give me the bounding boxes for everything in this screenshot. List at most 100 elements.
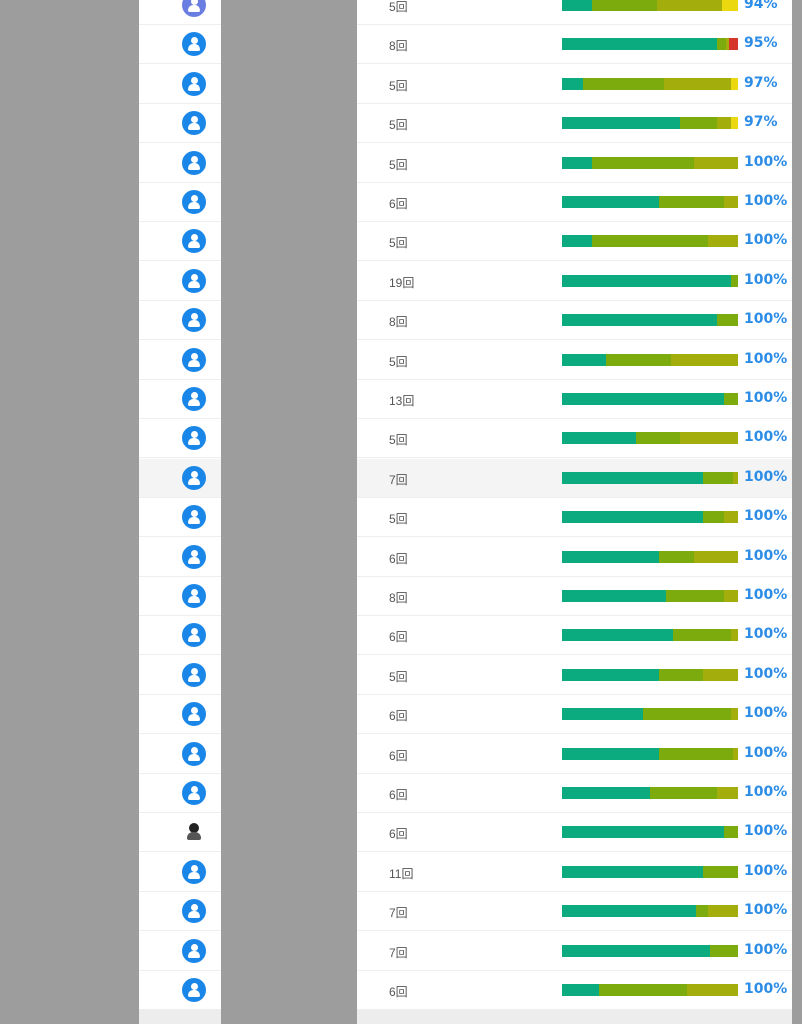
result-row[interactable]: 6回 100% <box>357 813 792 853</box>
result-row[interactable]: 5回 94% <box>357 0 792 25</box>
score-percent[interactable]: 97% <box>744 74 778 91</box>
user-avatar-icon[interactable] <box>182 32 206 57</box>
score-percent[interactable]: 100% <box>744 665 788 682</box>
result-row[interactable]: 6回 100% <box>357 616 792 656</box>
score-percent[interactable]: 100% <box>744 862 788 879</box>
score-percent[interactable]: 94% <box>744 0 778 12</box>
user-avatar-icon[interactable] <box>182 584 206 608</box>
score-percent[interactable]: 100% <box>744 350 788 367</box>
score-percent[interactable]: 97% <box>744 114 778 131</box>
fair-segment <box>730 629 738 642</box>
user-avatar-icon[interactable] <box>182 190 206 214</box>
good-segment <box>658 668 703 681</box>
user-avatar-icon[interactable] <box>182 150 206 175</box>
score-percent[interactable]: 100% <box>744 587 788 603</box>
user-avatar-icon[interactable] <box>182 71 206 96</box>
user-avatar-icon[interactable] <box>182 623 206 648</box>
score-breakdown-bar <box>562 787 738 799</box>
score-percent[interactable]: 100% <box>744 429 788 446</box>
fair-segment <box>708 905 738 918</box>
score-breakdown-bar <box>562 196 738 208</box>
user-avatar-icon[interactable] <box>182 544 206 569</box>
result-row[interactable]: 6回 100% <box>357 183 792 222</box>
score-percent[interactable]: 100% <box>744 784 788 800</box>
result-row[interactable]: 6回 100% <box>357 695 792 735</box>
score-percent[interactable]: 100% <box>744 941 788 958</box>
user-avatar-icon[interactable] <box>182 229 206 254</box>
result-row[interactable]: 5回 100% <box>357 656 792 695</box>
result-row[interactable]: 8回 95% <box>357 25 792 65</box>
score-percent[interactable]: 100% <box>744 902 788 919</box>
user-avatar-icon[interactable] <box>182 505 206 530</box>
result-row[interactable]: 5回 100% <box>357 144 792 183</box>
score-percent[interactable]: 100% <box>744 390 788 406</box>
result-row[interactable]: 19回 100% <box>357 262 792 301</box>
score-percent[interactable]: 100% <box>744 626 788 643</box>
user-avatar-icon[interactable] <box>182 0 206 17</box>
score-percent[interactable]: 100% <box>744 311 788 328</box>
score-percent[interactable]: 100% <box>744 705 788 722</box>
good-segment <box>658 747 733 760</box>
score-breakdown-bar <box>562 590 738 602</box>
result-row[interactable]: 8回 100% <box>357 301 792 341</box>
score-percent[interactable]: 100% <box>744 232 788 249</box>
correct-segment <box>562 471 703 484</box>
photo-avatar-icon[interactable] <box>182 820 206 845</box>
result-row[interactable]: 5回 100% <box>357 222 792 262</box>
result-row[interactable]: 6回 100% <box>357 735 792 774</box>
result-row[interactable]: 6回 100% <box>357 538 792 577</box>
score-percent[interactable]: 100% <box>744 468 788 485</box>
score-percent[interactable]: 95% <box>744 35 778 52</box>
score-percent[interactable]: 100% <box>744 744 788 761</box>
result-row[interactable]: 6回 100% <box>357 971 792 1010</box>
score-percent[interactable]: 100% <box>744 153 788 170</box>
user-avatar-icon[interactable] <box>182 859 206 884</box>
user-avatar-icon[interactable] <box>182 387 206 411</box>
user-avatar-icon[interactable] <box>182 308 206 333</box>
score-percent[interactable]: 100% <box>744 823 788 840</box>
result-row[interactable]: 5回 97% <box>357 65 792 104</box>
score-percent[interactable]: 100% <box>744 193 788 209</box>
result-row[interactable]: 11回 100% <box>357 853 792 892</box>
fair-segment <box>671 353 738 366</box>
user-avatar-icon[interactable] <box>182 741 206 766</box>
attempt-count: 5回 <box>389 433 408 448</box>
attempt-count: 8回 <box>389 39 408 54</box>
good-segment <box>695 905 709 918</box>
result-row[interactable]: 6回 100% <box>357 774 792 813</box>
user-avatar-icon[interactable] <box>182 347 206 372</box>
avatar-row <box>139 183 221 222</box>
result-row[interactable]: 7回 100% <box>357 458 792 498</box>
score-breakdown-bar <box>562 393 738 405</box>
result-row[interactable]: 7回 100% <box>357 932 792 971</box>
result-row[interactable]: 5回 97% <box>357 104 792 144</box>
user-avatar-icon[interactable] <box>182 702 206 727</box>
result-row[interactable]: 13回 100% <box>357 380 792 419</box>
attempt-count: 6回 <box>389 748 408 763</box>
user-avatar-icon[interactable] <box>182 899 206 924</box>
attempt-count: 11回 <box>389 866 414 881</box>
score-percent[interactable]: 100% <box>744 547 788 564</box>
result-row[interactable]: 8回 100% <box>357 577 792 616</box>
score-percent[interactable]: 100% <box>744 271 788 288</box>
user-avatar-icon[interactable] <box>182 426 206 451</box>
result-row[interactable]: 7回 100% <box>357 892 792 932</box>
user-avatar-icon[interactable] <box>182 268 206 293</box>
result-row[interactable]: 5回 100% <box>357 419 792 459</box>
partial-segment <box>722 0 738 11</box>
user-avatar-icon[interactable] <box>182 781 206 805</box>
score-percent[interactable]: 100% <box>744 981 788 997</box>
user-avatar-icon[interactable] <box>182 111 206 136</box>
user-avatar-icon[interactable] <box>182 978 206 1002</box>
score-breakdown-bar <box>562 984 738 996</box>
result-row[interactable]: 5回 100% <box>357 498 792 538</box>
avatar-row <box>139 774 221 813</box>
avatar-row <box>139 65 221 104</box>
results-column-footer <box>357 1010 792 1024</box>
user-avatar-icon[interactable] <box>182 938 206 963</box>
score-percent[interactable]: 100% <box>744 508 788 525</box>
user-avatar-icon[interactable] <box>182 465 206 490</box>
result-row[interactable]: 5回 100% <box>357 341 792 380</box>
correct-segment <box>562 668 659 681</box>
user-avatar-icon[interactable] <box>182 662 206 687</box>
